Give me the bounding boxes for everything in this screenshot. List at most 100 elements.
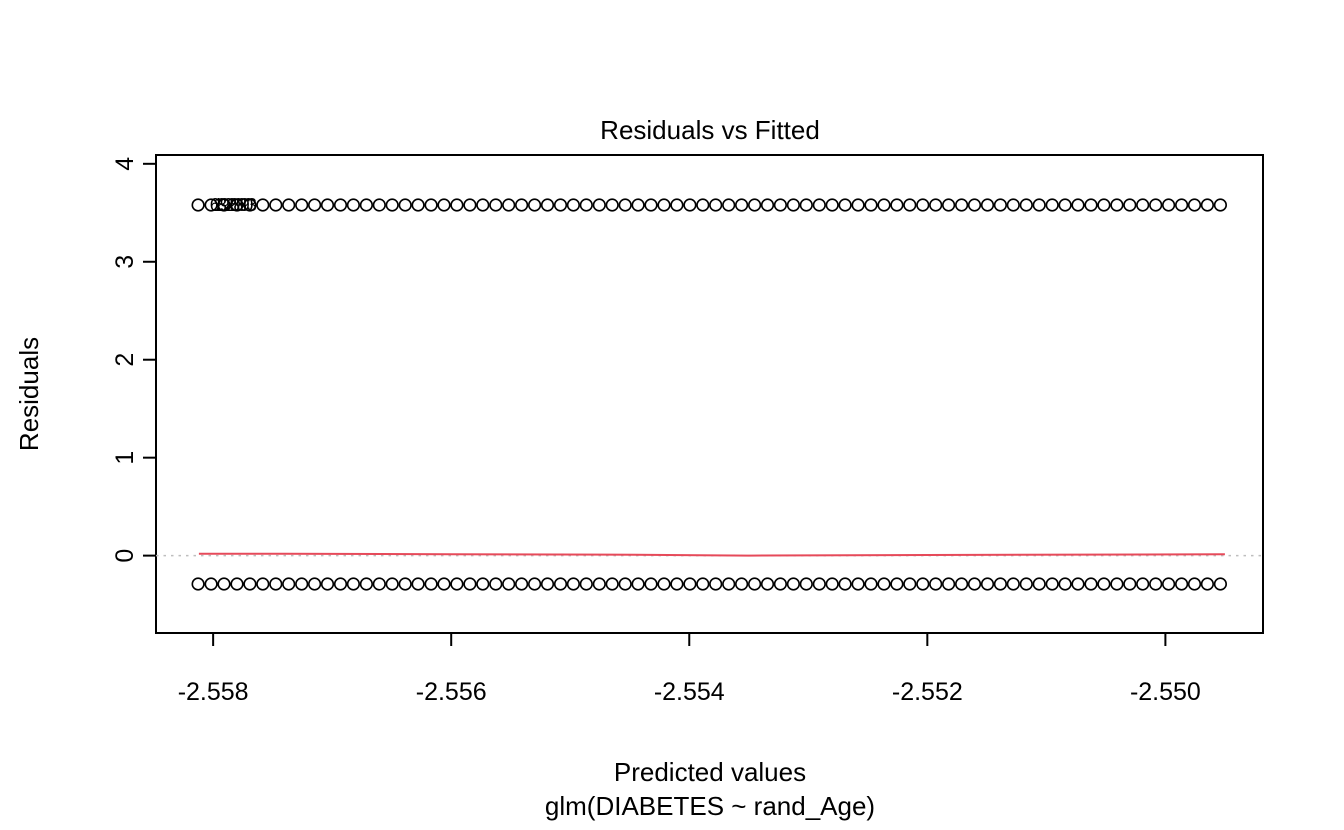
data-point: [437, 198, 451, 212]
data-point: [1213, 198, 1227, 212]
data-point: [1187, 198, 1202, 212]
extreme-point-id-label: 6989: [210, 195, 250, 215]
data-point: [385, 577, 399, 591]
data-point: [346, 198, 361, 212]
data-point: [295, 577, 309, 591]
data-point: [1110, 198, 1124, 212]
data-point: [890, 198, 904, 212]
data-point: [359, 198, 374, 212]
data-point: [282, 577, 296, 591]
data-point: [980, 577, 995, 591]
data-point: [437, 577, 451, 591]
data-point: [514, 198, 529, 212]
data-point: [1058, 198, 1072, 212]
data-point: [372, 198, 386, 212]
data-point: [463, 198, 477, 212]
residual-points: [191, 198, 1227, 591]
data-point: [644, 198, 658, 212]
data-point: [941, 577, 956, 591]
data-point: [385, 198, 399, 212]
data-point: [540, 577, 555, 591]
data-point: [450, 577, 464, 591]
y-axis-label: Residuals: [14, 337, 44, 451]
data-point: [346, 577, 361, 591]
data-point: [631, 577, 645, 591]
data-point: [657, 198, 671, 212]
data-point: [903, 577, 917, 591]
data-point: [359, 577, 374, 591]
data-point: [825, 198, 839, 212]
data-point: [851, 198, 865, 212]
data-point: [191, 577, 205, 591]
data-point: [993, 198, 1008, 212]
data-point: [204, 577, 218, 591]
data-point: [851, 577, 865, 591]
data-point: [773, 577, 788, 591]
lowess-smoother-line: [198, 552, 1225, 557]
data-point: [320, 198, 335, 212]
data-point: [864, 198, 878, 212]
data-point: [566, 198, 581, 212]
data-point: [825, 577, 839, 591]
data-point: [747, 198, 762, 212]
y-tick-label: 3: [111, 255, 139, 269]
data-point: [243, 198, 257, 212]
y-tick-label: 2: [111, 353, 139, 367]
data-point: [269, 198, 283, 212]
data-point: [1161, 577, 1176, 591]
data-point: [605, 577, 619, 591]
data-point: [308, 198, 322, 212]
data-point: [502, 198, 516, 212]
data-point: [709, 577, 723, 591]
data-point: [618, 577, 632, 591]
x-tick-label: -2.554: [654, 678, 725, 706]
data-point: [993, 577, 1008, 591]
plot-title: Residuals vs Fitted: [600, 115, 820, 145]
data-point: [1149, 577, 1163, 591]
data-point: [1071, 198, 1085, 212]
data-point: [631, 198, 645, 212]
data-point: [411, 198, 425, 212]
data-point: [916, 577, 930, 591]
data-point: [929, 198, 943, 212]
data-point: [502, 577, 516, 591]
data-point: [217, 577, 231, 591]
x-tick-label: -2.556: [416, 678, 487, 706]
data-point: [1058, 577, 1072, 591]
data-point: [670, 198, 684, 212]
data-point: [320, 577, 335, 591]
data-point: [333, 198, 348, 212]
data-point: [243, 577, 257, 591]
data-point: [489, 577, 503, 591]
data-point: [463, 577, 477, 591]
y-axis-ticks: 0 1 2 3 4: [111, 157, 156, 563]
data-point: [450, 198, 464, 212]
extreme-point-id-label: 8283: [217, 195, 257, 215]
data-point: [709, 198, 723, 212]
data-point: [333, 577, 348, 591]
data-point: [877, 198, 891, 212]
data-point: [424, 198, 438, 212]
data-point: [1045, 198, 1059, 212]
data-point: [1110, 577, 1124, 591]
data-point: [618, 198, 632, 212]
data-point: [217, 198, 231, 212]
data-point: [1019, 577, 1033, 591]
x-axis-ticks: -2.558 -2.556 -2.554 -2.552 -2.550: [178, 633, 1201, 706]
data-point: [1174, 577, 1189, 591]
data-point: [747, 577, 762, 591]
data-point: [1006, 198, 1020, 212]
data-point: [929, 577, 943, 591]
data-point: [605, 198, 619, 212]
data-point: [1006, 577, 1020, 591]
data-point: [1136, 577, 1150, 591]
data-point: [527, 577, 542, 591]
data-point: [489, 198, 503, 212]
data-point: [1149, 198, 1163, 212]
data-point: [256, 577, 270, 591]
y-tick-label: 4: [111, 157, 139, 171]
data-point: [786, 198, 801, 212]
